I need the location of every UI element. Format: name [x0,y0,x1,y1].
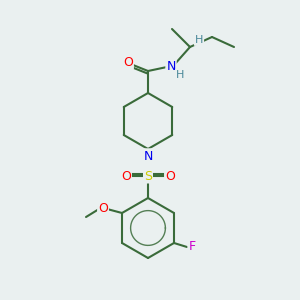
Text: O: O [121,169,131,182]
Text: O: O [98,202,108,215]
Text: N: N [143,149,153,163]
Text: H: H [176,70,184,80]
Text: F: F [188,241,196,254]
Text: N: N [166,61,176,74]
Text: N: N [143,149,153,163]
Text: S: S [144,169,152,182]
Text: H: H [195,35,203,45]
Text: O: O [123,56,133,68]
Text: O: O [165,169,175,182]
